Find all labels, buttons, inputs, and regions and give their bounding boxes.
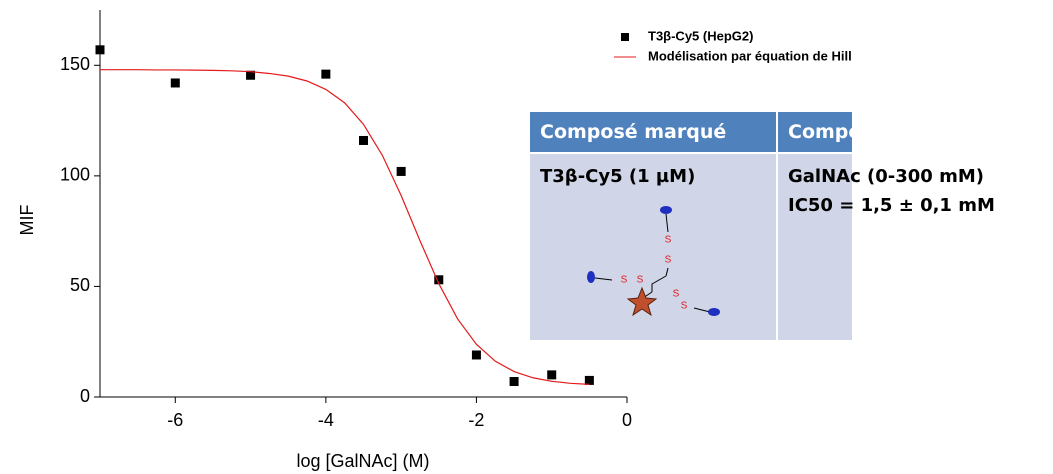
atom-label: S — [673, 289, 680, 300]
table-cell: GalNAc (0-300 mM) IC50 = 1,5 ± 0,1 mM — [778, 154, 995, 340]
cell-text: T3β-Cy5 (1 µM) — [540, 166, 696, 187]
x-tick-label: -6 — [167, 410, 183, 430]
y-tick-label: 100 — [60, 165, 90, 185]
bond — [665, 213, 669, 233]
x-axis-label: log [GalNAc] (M) — [296, 451, 429, 471]
cell-text: IC50 = 1,5 ± 0,1 mM — [788, 195, 995, 216]
atom-label: S — [621, 275, 628, 286]
data-point — [434, 275, 444, 285]
data-point — [359, 135, 368, 145]
legend-label: Modélisation par équation de Hill — [648, 48, 852, 63]
atom-label: S — [681, 301, 688, 312]
legend: T3β-Cy5 (HepG2) Modélisation par équation… — [614, 28, 852, 63]
bond — [665, 267, 669, 277]
bond — [594, 277, 613, 281]
legend-symbol — [621, 33, 629, 41]
table-header: Composé marqué — [530, 112, 776, 152]
y-axis-label: MIF — [17, 205, 37, 236]
x-tick-label: 0 — [622, 410, 632, 430]
bond — [651, 275, 667, 292]
x-tick-label: -4 — [318, 410, 334, 430]
y-tick-label: 50 — [70, 275, 90, 295]
data-point — [584, 375, 594, 385]
info-table: Composé marqué Compétiteur : T3β-Cy5 (1 … — [530, 112, 995, 340]
atom-label: S — [665, 255, 672, 266]
legend-label: T3β-Cy5 (HepG2) — [648, 28, 753, 43]
atom-label: S — [665, 235, 672, 246]
data-point — [321, 69, 331, 79]
sugar — [708, 308, 720, 316]
data-point — [509, 377, 519, 387]
table-header: Compétiteur : — [778, 112, 936, 152]
data-point — [246, 70, 256, 80]
x-tick-label: -2 — [468, 410, 484, 430]
data-point — [170, 78, 180, 88]
data-point — [396, 166, 406, 176]
sugar — [587, 271, 595, 283]
molecule: SSS SSS — [587, 206, 720, 317]
cell-text: GalNAc (0-300 mM) — [788, 166, 984, 187]
atom-label: S — [637, 275, 644, 286]
bond — [693, 307, 711, 313]
fit-line — [100, 69, 590, 385]
data-point — [547, 370, 557, 380]
y-tick-label: 0 — [80, 386, 90, 406]
y-tick-label: 150 — [60, 54, 90, 74]
sugar — [660, 206, 672, 214]
dye — [626, 286, 658, 317]
data-point — [471, 350, 481, 360]
data-point — [95, 45, 105, 55]
table-cell: T3β-Cy5 (1 µM) — [530, 154, 776, 340]
